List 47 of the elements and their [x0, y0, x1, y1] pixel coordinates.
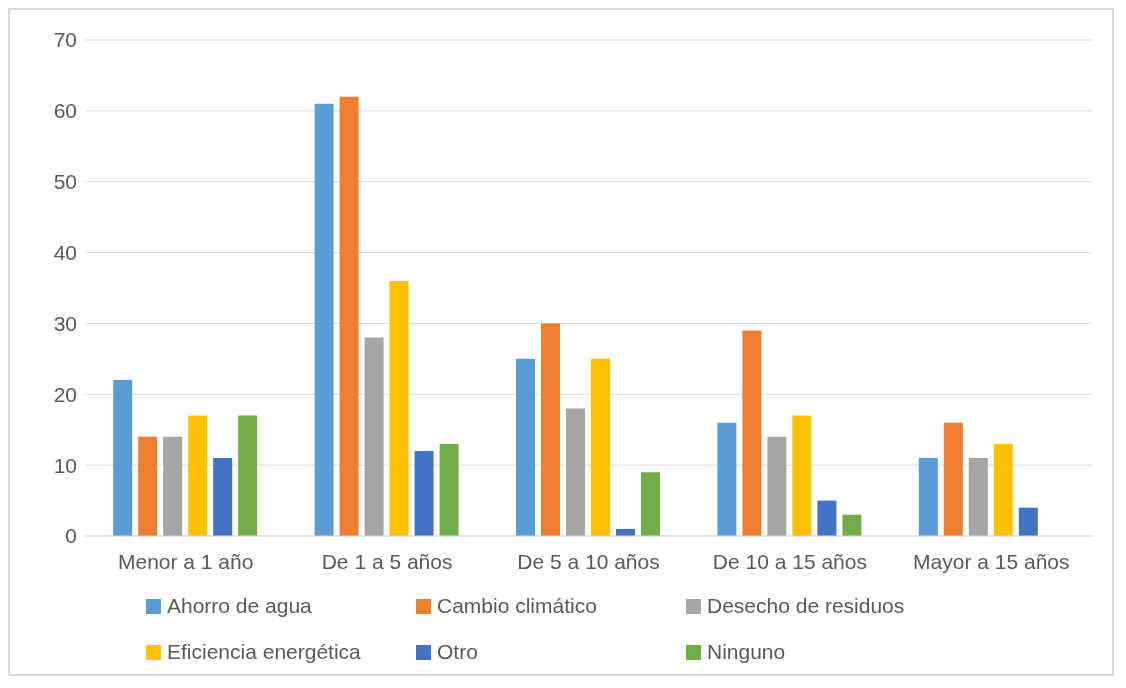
bar: [364, 337, 384, 536]
bar: [238, 415, 258, 536]
y-tick-label: 50: [53, 170, 77, 194]
bar: [389, 280, 409, 536]
bar: [717, 422, 737, 536]
x-tick-label: De 5 a 10 años: [517, 549, 660, 573]
legend-label: Desecho de residuos: [707, 594, 905, 618]
y-tick-label: 20: [53, 382, 77, 406]
bar: [641, 472, 660, 536]
bar: [968, 458, 988, 536]
legend-label: Ahorro de agua: [167, 594, 312, 618]
bar: [541, 323, 560, 536]
y-tick-label: 60: [53, 99, 77, 123]
bar: [213, 458, 233, 536]
y-tick-label: 40: [53, 241, 77, 265]
bar: [943, 422, 963, 536]
bar: [566, 408, 585, 536]
x-tick-label: Menor a 1 año: [117, 549, 254, 573]
legend-label: Eficiencia energética: [167, 640, 361, 664]
x-tick-label: De 1 a 5 años: [321, 549, 453, 573]
bar: [993, 443, 1013, 536]
bar: [314, 103, 334, 536]
legend-label: Cambio climático: [437, 594, 597, 618]
y-tick-label: 0: [65, 524, 77, 548]
bar: [414, 450, 434, 536]
bar: [113, 380, 133, 536]
bar: [792, 415, 812, 536]
bar: [918, 458, 938, 536]
bar: [339, 96, 359, 536]
legend-label: Ninguno: [707, 640, 786, 664]
y-tick-label: 70: [53, 28, 77, 52]
bar: [817, 500, 837, 536]
y-tick-label: 10: [53, 453, 77, 477]
bar: [516, 358, 535, 536]
bar: [767, 436, 787, 536]
bar: [742, 330, 762, 536]
bar: [163, 436, 183, 536]
bar: [1018, 507, 1038, 536]
bar: [188, 415, 208, 536]
bar: [138, 436, 158, 536]
y-tick-label: 30: [53, 311, 77, 335]
legend-label: Otro: [437, 640, 478, 664]
x-tick-label: De 10 a 15 años: [712, 549, 867, 573]
x-tick-label: Mayor a 15 años: [913, 549, 1070, 573]
bar: [439, 443, 459, 536]
bar: [591, 358, 610, 536]
bar: [842, 514, 862, 536]
